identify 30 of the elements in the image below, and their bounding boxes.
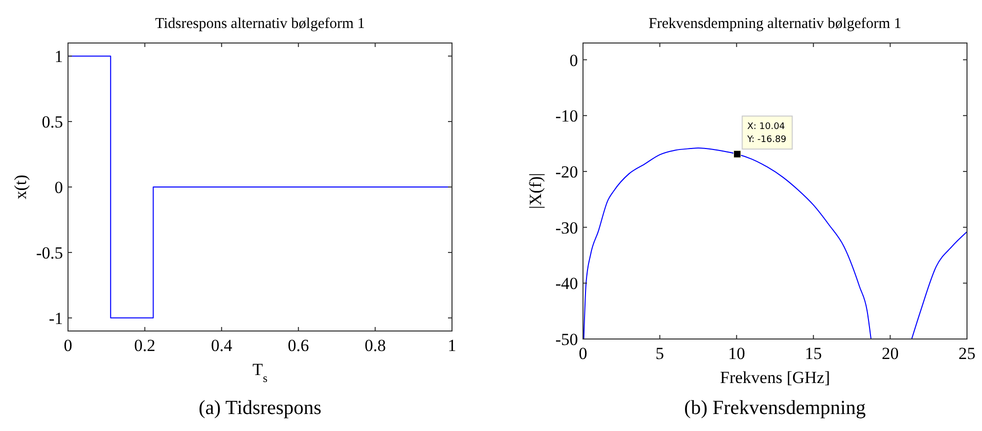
y-axis-title: x(t) [11, 174, 30, 200]
y-tick-label: -20 [555, 162, 578, 182]
y-tick-label: 0 [54, 178, 63, 197]
x-tick-label: 10 [728, 344, 746, 363]
y-tick-label: -1 [48, 308, 63, 328]
y-axis-title: |X(f)| [526, 172, 545, 210]
y-tick-label: -40 [555, 274, 578, 294]
y-tick-label: -30 [555, 218, 578, 238]
text: (b) Frekvensdempning [684, 397, 866, 419]
y-tick-label: 0.5 [42, 112, 63, 132]
y-tick-label: 0 [570, 50, 578, 70]
y-tick-label: -10 [555, 106, 578, 126]
x-axis-title: Frekvens [GHz] [720, 368, 830, 387]
annotation: X: 10.04 Y: -16.89 [746, 122, 787, 146]
x-tick-label: 5 [656, 344, 664, 363]
x-tick-label: 0.2 [134, 336, 156, 355]
x-tick-label: 20 [882, 344, 899, 363]
x-tick-label: 0.8 [364, 336, 386, 355]
y-tick-label: 1 [54, 47, 63, 66]
x-tick-label: 0.6 [288, 336, 310, 355]
chart-title: Frekvensdempning alternativ bølgeform 1 [648, 16, 902, 32]
x-tick-label: 1 [448, 336, 456, 355]
chart-title: Tidsrespons alternativ bølgeform 1 [155, 16, 365, 32]
x-tick-label: 0.4 [210, 336, 233, 355]
x-axis-title: T$_{s}$ [252, 360, 268, 385]
x-tick-label: 25 [958, 344, 976, 363]
text: (a) Tidsrespons [198, 397, 322, 419]
x-tick-label: 15 [804, 344, 822, 363]
y-tick-label: -50 [555, 330, 578, 349]
y-tick-label: -0.5 [36, 243, 63, 262]
